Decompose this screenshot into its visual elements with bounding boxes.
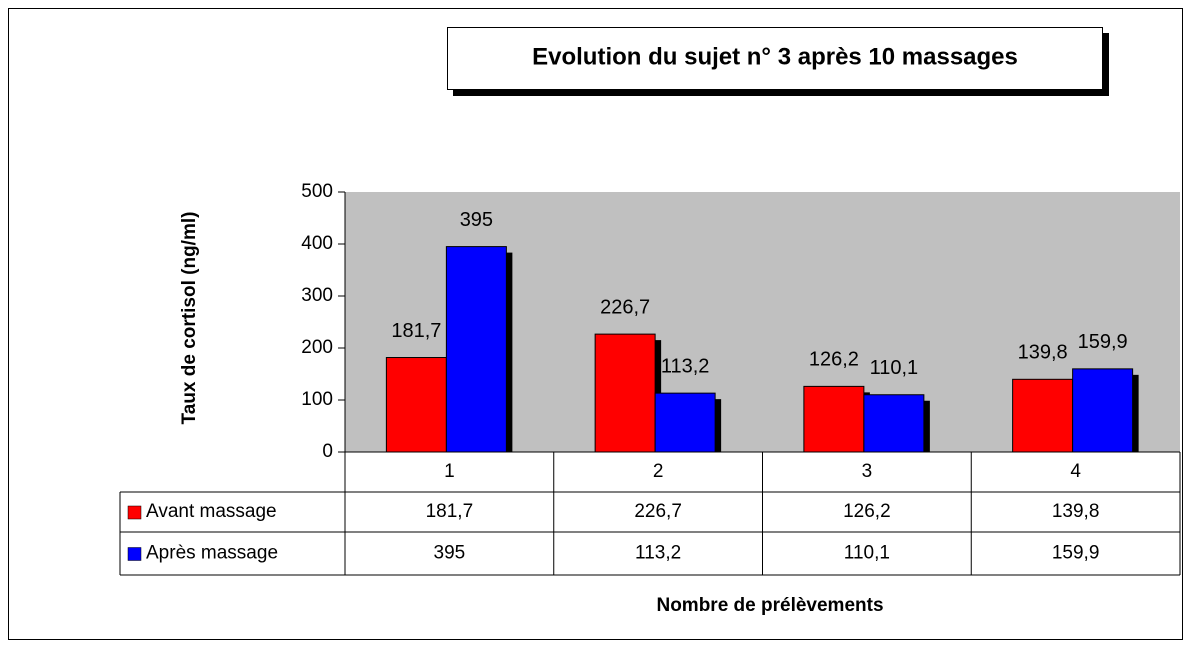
table-cell: 181,7 xyxy=(426,501,474,522)
table-cell: 226,7 xyxy=(634,501,682,522)
legend-swatch xyxy=(127,547,142,561)
bar xyxy=(1072,368,1134,453)
y-axis-label: Taux de cortisol (ng/ml) xyxy=(179,212,200,425)
table-cell: 159,9 xyxy=(1052,543,1100,564)
table-cell: 110,1 xyxy=(844,543,890,564)
x-tick-label: 3 xyxy=(862,461,873,482)
data-label: 181,7 xyxy=(391,320,441,342)
title-box xyxy=(447,27,1103,90)
y-tick-label: 300 xyxy=(301,285,333,306)
table-cell: 139,8 xyxy=(1052,501,1100,522)
data-label: 395 xyxy=(460,209,493,231)
x-axis-label: Nombre de prélèvements xyxy=(656,595,883,616)
bar xyxy=(1012,378,1074,453)
bar xyxy=(803,385,865,453)
x-tick-label: 1 xyxy=(444,461,455,482)
data-label: 139,8 xyxy=(1018,342,1068,364)
x-tick-label: 4 xyxy=(1070,461,1081,482)
data-label: 110,1 xyxy=(870,357,919,379)
legend-label: Après massage xyxy=(146,543,278,564)
data-label: 126,2 xyxy=(809,349,859,371)
y-tick-label: 500 xyxy=(301,181,333,202)
bar xyxy=(385,357,447,453)
table-cell: 395 xyxy=(434,543,466,564)
chart-title: Evolution du sujet n° 3 après 10 massage… xyxy=(532,43,1018,70)
bar xyxy=(863,394,925,453)
x-tick-label: 2 xyxy=(653,461,664,482)
data-label: 113,2 xyxy=(661,355,710,377)
y-tick-label: 0 xyxy=(322,441,333,462)
y-tick-label: 100 xyxy=(301,389,333,410)
data-label: 159,9 xyxy=(1078,331,1128,353)
bar xyxy=(594,333,656,453)
y-tick-label: 200 xyxy=(301,337,333,358)
table-cell: 113,2 xyxy=(635,543,681,564)
y-tick-label: 400 xyxy=(301,233,333,254)
table-cell: 126,2 xyxy=(843,501,891,522)
legend-swatch xyxy=(127,505,142,520)
bar xyxy=(654,392,716,453)
bar xyxy=(445,246,507,453)
data-label: 226,7 xyxy=(600,296,650,318)
legend-label: Avant massage xyxy=(146,501,277,522)
